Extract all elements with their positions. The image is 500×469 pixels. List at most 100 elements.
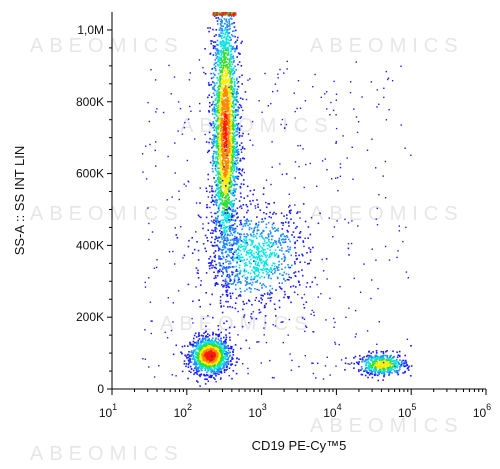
event-dot <box>388 372 391 375</box>
event-dot <box>259 250 261 253</box>
event-dot <box>229 275 231 278</box>
event-dot <box>237 258 240 261</box>
event-dot <box>212 134 214 137</box>
event-dot <box>231 165 234 168</box>
event-dot <box>223 210 226 213</box>
event-dot <box>234 302 237 304</box>
event-dot <box>222 64 225 66</box>
event-dot <box>209 376 211 378</box>
event-dot <box>205 292 207 294</box>
event-dot <box>213 103 216 106</box>
event-dot <box>208 111 210 113</box>
event-dot <box>207 96 209 99</box>
event-dot <box>230 152 232 154</box>
event-dot <box>226 240 228 243</box>
event-dot <box>256 267 259 270</box>
event-dot <box>221 106 224 109</box>
event-dot <box>221 166 223 168</box>
event-dot <box>225 329 227 331</box>
event-dot <box>222 232 224 234</box>
event-dot <box>233 167 235 169</box>
event-dot <box>225 105 228 107</box>
event-dot <box>222 142 225 144</box>
event-dot <box>226 72 228 75</box>
event-dot <box>238 136 241 138</box>
event-dot <box>233 72 236 74</box>
event-dot <box>229 87 231 90</box>
event-dot <box>233 92 236 95</box>
event-dot <box>240 196 242 198</box>
event-dot <box>221 171 224 173</box>
event-dot <box>215 350 217 352</box>
event-dot <box>215 263 217 266</box>
event-dot <box>214 99 217 101</box>
event-dot <box>212 230 215 232</box>
event-dot <box>229 126 232 129</box>
event-dot <box>223 266 225 268</box>
event-dot <box>265 267 267 270</box>
event-dot <box>220 167 222 170</box>
event-dot <box>231 68 233 70</box>
event-dot <box>207 336 209 338</box>
event-dot <box>211 362 213 364</box>
event-dot <box>204 339 207 341</box>
event-dot <box>226 128 229 131</box>
event-dot <box>244 219 246 222</box>
event-dot <box>215 276 217 279</box>
event-dot <box>210 361 212 364</box>
event-dot <box>223 207 225 210</box>
event-dot <box>243 183 245 186</box>
event-dot <box>239 256 241 259</box>
event-dot <box>219 120 221 123</box>
event-dot <box>220 114 223 117</box>
event-dot <box>288 267 291 269</box>
event-dot <box>232 122 234 124</box>
event-dot <box>217 86 219 89</box>
event-dot <box>264 249 266 251</box>
event-dot <box>209 255 212 258</box>
event-dot <box>224 140 227 143</box>
event-dot <box>260 250 263 252</box>
event-dot <box>281 258 283 260</box>
event-dot <box>226 220 228 222</box>
event-dot <box>220 362 222 365</box>
event-dot <box>204 353 206 355</box>
event-dot <box>222 159 225 161</box>
event-dot <box>228 143 231 146</box>
event-dot <box>224 123 226 126</box>
event-dot <box>227 165 230 167</box>
event-dot <box>236 149 238 152</box>
event-dot <box>269 232 272 235</box>
event-dot <box>231 239 234 241</box>
event-dot <box>237 85 240 88</box>
event-dot <box>246 205 249 208</box>
event-dot <box>244 265 246 267</box>
event-dot <box>223 153 225 156</box>
event-dot <box>213 241 216 244</box>
event-dot <box>222 219 225 222</box>
event-dot <box>188 351 190 353</box>
event-dot <box>228 273 230 276</box>
event-dot <box>219 63 222 65</box>
event-dot <box>223 216 226 218</box>
event-dot <box>214 65 217 68</box>
event-dot <box>215 180 217 182</box>
event-dot <box>243 241 245 243</box>
event-dot <box>230 146 233 149</box>
event-dot <box>232 69 235 71</box>
event-dot <box>189 341 191 344</box>
event-dot <box>208 185 211 187</box>
event-dot <box>230 214 232 217</box>
event-dot <box>221 200 224 202</box>
event-dot <box>220 346 223 348</box>
event-dot <box>235 268 238 271</box>
event-dot <box>227 33 229 35</box>
event-dot <box>229 260 231 263</box>
event-dot <box>189 359 191 362</box>
event-dot <box>226 186 228 189</box>
event-dot <box>271 238 273 241</box>
event-dot <box>219 188 222 190</box>
event-dot <box>214 228 217 231</box>
event-dot <box>232 102 234 104</box>
event-dot <box>233 199 236 202</box>
